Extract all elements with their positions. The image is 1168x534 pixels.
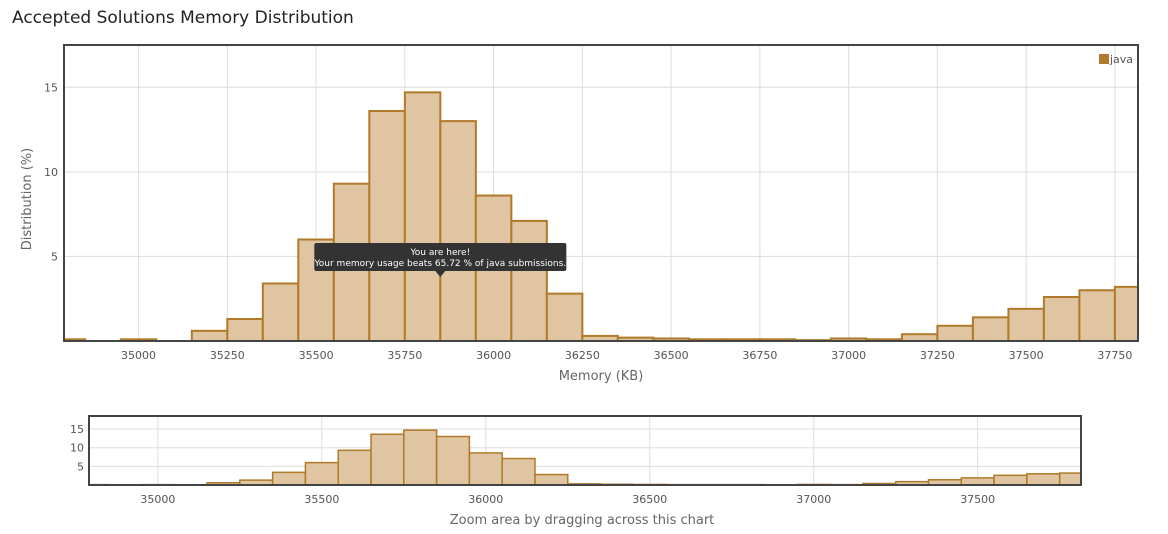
y-axis-label: Distribution (%): [20, 148, 35, 250]
x-tick-label: 35500: [299, 349, 334, 362]
histogram-bar[interactable]: [435, 435, 471, 486]
histogram-bar[interactable]: [403, 429, 438, 486]
histogram-bar[interactable]: [993, 474, 1028, 486]
histogram-bar[interactable]: [403, 91, 442, 342]
navigator-frame[interactable]: [88, 415, 1082, 486]
x-tick-label: 37750: [1097, 349, 1132, 362]
x-tick-label: 35250: [210, 349, 245, 362]
histogram-bar[interactable]: [960, 477, 995, 486]
x-tick-label: 35000: [121, 349, 156, 362]
tooltip-box: [314, 243, 567, 271]
y-tick-label: 10: [70, 442, 84, 455]
x-tick-label: 37000: [831, 349, 866, 362]
y-tick-label: 15: [44, 81, 58, 94]
histogram-bar[interactable]: [271, 471, 307, 486]
histogram-bar[interactable]: [971, 316, 1010, 343]
x-tick-label: 36000: [468, 493, 503, 506]
histogram-bar[interactable]: [468, 452, 503, 486]
histogram-bar[interactable]: [337, 449, 372, 486]
histogram-bar[interactable]: [190, 329, 229, 343]
x-tick-label: 36500: [654, 349, 689, 362]
histogram-bar[interactable]: [439, 120, 477, 342]
histogram-bar[interactable]: [304, 461, 339, 486]
x-tick-label: 37000: [796, 493, 831, 506]
y-tick-label: 15: [70, 423, 84, 436]
you-are-here-tooltip: You are here! Your memory usage beats 65…: [313, 243, 567, 277]
x-tick-label: 36000: [476, 349, 511, 362]
legend-label-java[interactable]: java: [1109, 53, 1133, 66]
x-tick-label: 35500: [304, 493, 339, 506]
legend-swatch-java[interactable]: [1099, 54, 1109, 64]
histogram-bar[interactable]: [1113, 285, 1140, 343]
legend[interactable]: java: [1099, 53, 1133, 66]
x-tick-label: 35750: [387, 349, 422, 362]
histogram-bar[interactable]: [1026, 473, 1061, 486]
histogram-bar[interactable]: [534, 473, 569, 486]
histogram-bar[interactable]: [1078, 289, 1116, 342]
y-tick-label: 5: [51, 250, 58, 263]
tooltip-arrow: [435, 271, 446, 277]
navigator-label: Zoom area by dragging across this chart: [450, 513, 715, 528]
chart-title: Accepted Solutions Memory Distribution: [12, 8, 354, 28]
tooltip-message: Your memory usage beats 65.72 % of java …: [313, 259, 566, 269]
histogram-bar[interactable]: [936, 324, 974, 342]
tooltip-title: You are here!: [410, 248, 471, 258]
histogram-bar[interactable]: [501, 457, 536, 486]
x-tick-label: 37500: [1009, 349, 1044, 362]
x-tick-label: 37500: [960, 493, 995, 506]
x-tick-label: 36250: [565, 349, 600, 362]
x-axis-label: Memory (KB): [559, 369, 644, 384]
x-tick-label: 36750: [742, 349, 777, 362]
histogram-bar[interactable]: [545, 292, 584, 343]
histogram-bar[interactable]: [510, 219, 548, 342]
x-tick-label: 36500: [632, 493, 667, 506]
histogram-bar[interactable]: [370, 433, 405, 486]
x-tick-label: 37250: [920, 349, 955, 362]
histogram-bar[interactable]: [1007, 307, 1045, 342]
x-tick-label: 35000: [140, 493, 175, 506]
y-tick-label: 10: [44, 166, 58, 179]
histogram-bar[interactable]: [900, 333, 939, 342]
main-plot-frame: [63, 44, 1139, 342]
histogram-bar[interactable]: [1042, 296, 1081, 342]
y-tick-label: 5: [77, 460, 84, 473]
histogram-bar[interactable]: [261, 282, 300, 342]
histogram-bar[interactable]: [1058, 472, 1082, 486]
histogram-bar[interactable]: [226, 318, 264, 342]
histogram-bar[interactable]: [368, 109, 406, 342]
